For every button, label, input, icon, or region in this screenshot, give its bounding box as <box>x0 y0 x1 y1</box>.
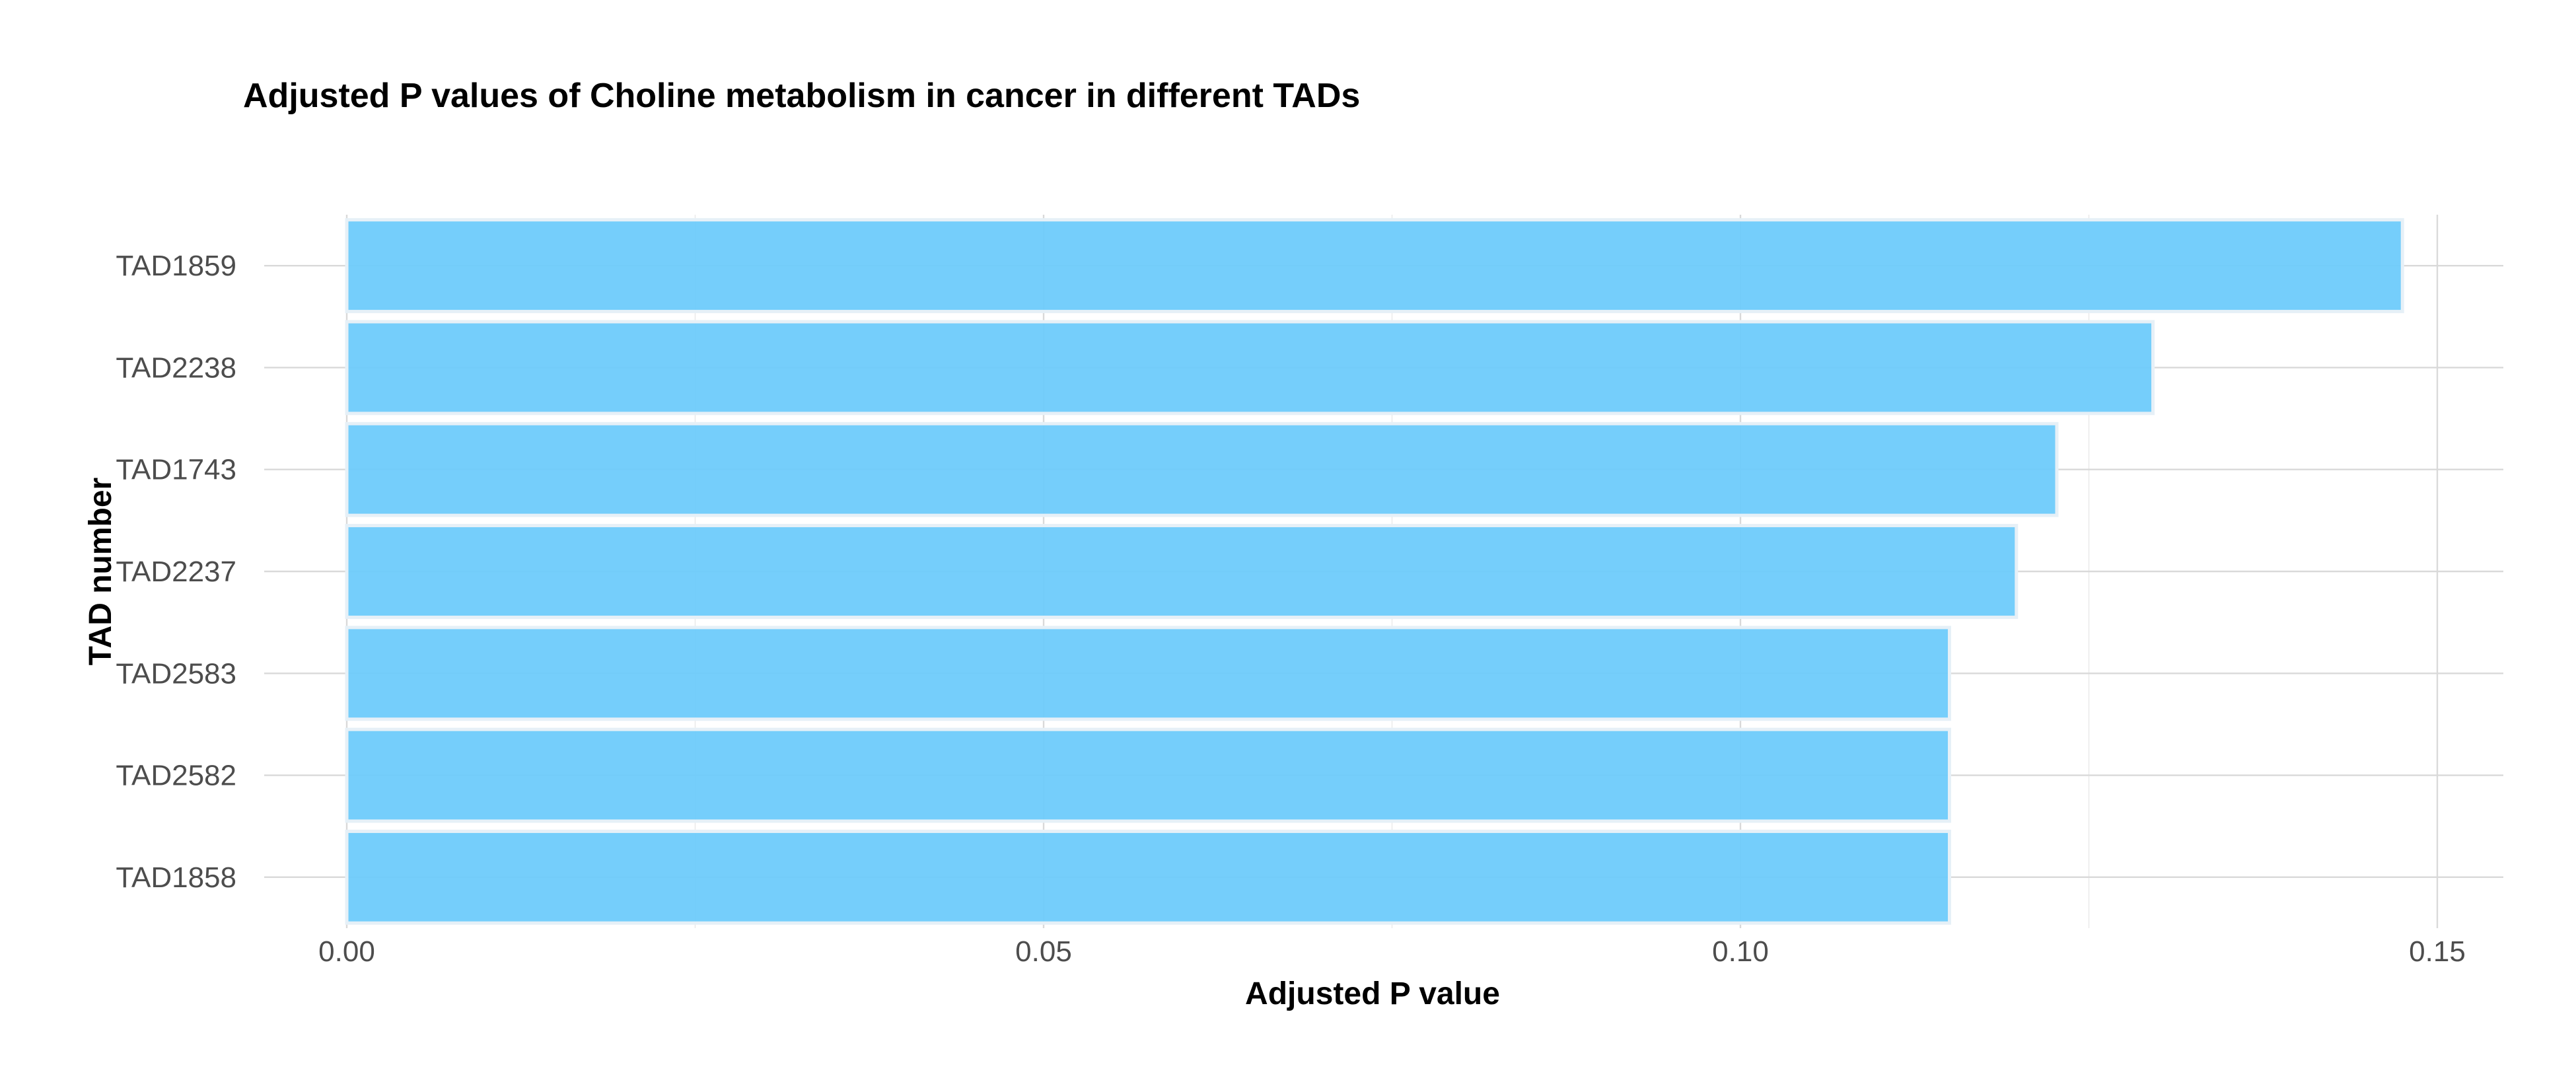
bar-tad1859 <box>345 218 2404 314</box>
bar-tad2238 <box>345 320 2155 416</box>
y-axis-title: TAD number <box>83 478 118 665</box>
y-tick-labels: TAD1859 TAD2238 TAD1743 TAD2237 TAD2583 TAD25… <box>116 250 236 894</box>
bar-tad2237 <box>345 524 2019 619</box>
x-tick-label: 0.05 <box>1015 935 1072 968</box>
x-axis-title: Adjusted P value <box>1245 976 1500 1011</box>
bar-tad2582 <box>345 727 1951 823</box>
x-tick-label: 0.10 <box>1712 935 1769 968</box>
x-tick-label: 0.15 <box>2409 935 2466 968</box>
y-tick-label: TAD1743 <box>116 454 236 486</box>
y-tick-label: TAD1859 <box>116 250 236 282</box>
bar-tad2583 <box>345 626 1951 721</box>
bar-tad1858 <box>345 829 1951 925</box>
x-tick-labels: 0.00 0.05 0.10 0.15 <box>318 935 2466 968</box>
y-tick-label: TAD1858 <box>116 861 236 894</box>
bar-tad1743 <box>345 421 2059 517</box>
bars <box>345 218 2404 925</box>
x-tick-label: 0.00 <box>318 935 375 968</box>
chart-title: Adjusted P values of Choline metabolism … <box>243 77 1360 115</box>
y-tick-label: TAD2582 <box>116 760 236 792</box>
y-tick-label: TAD2583 <box>116 657 236 690</box>
y-tick-label: TAD2237 <box>116 556 236 588</box>
y-tick-label: TAD2238 <box>116 351 236 384</box>
